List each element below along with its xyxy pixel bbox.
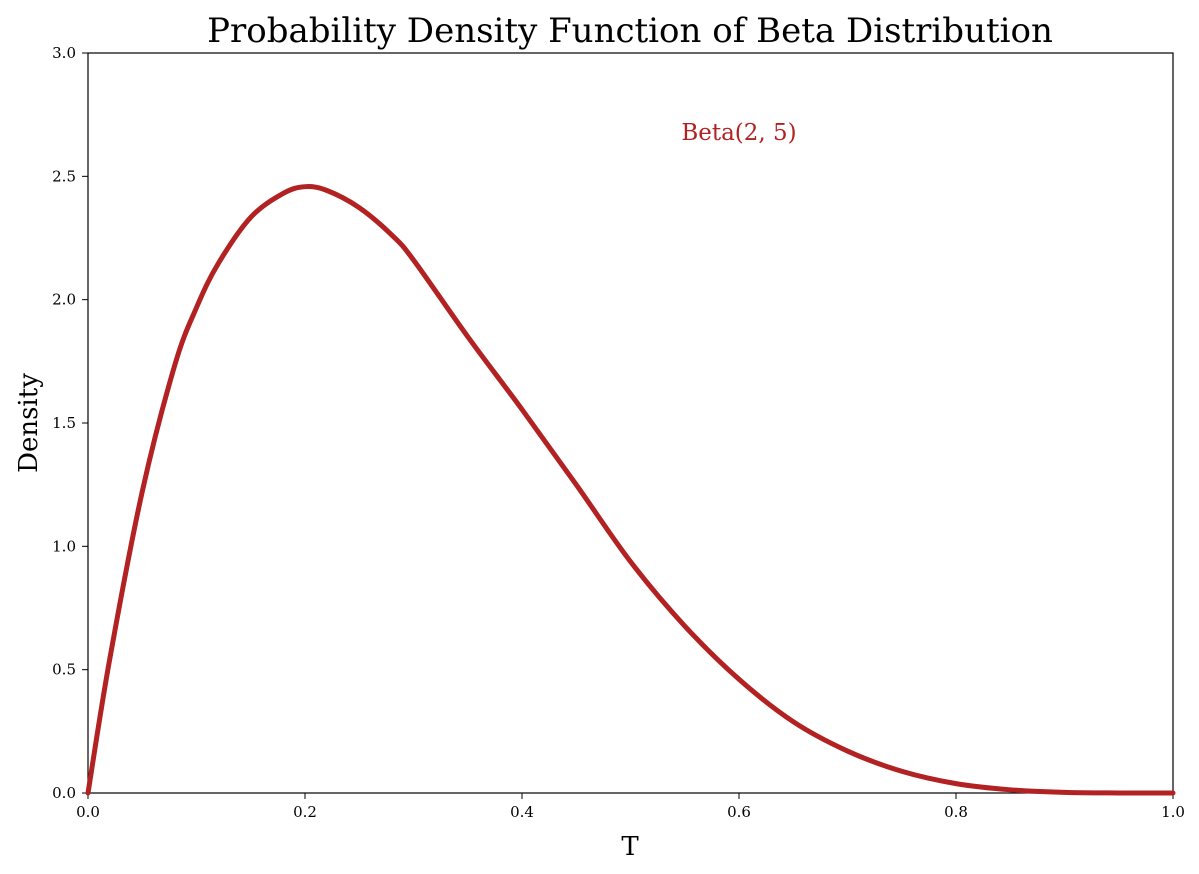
x-tick-label: 1.0 [1161,803,1185,821]
series-annotation: Beta(2, 5) [681,120,796,146]
beta-2-5-density-line [85,184,1176,796]
y-tick-label: 2.5 [52,167,76,185]
chart-title: Probability Density Function of Beta Dis… [207,11,1053,51]
y-axis-label: Density [14,373,44,473]
x-axis-ticks: 0.0 0.2 0.4 0.6 0.8 1.0 [76,793,1185,821]
plot-frame [87,52,1174,794]
x-tick-label: 0.8 [944,803,968,821]
x-tick-label: 0.2 [293,803,317,821]
x-tick-label: 0.0 [76,803,100,821]
y-axis-ticks: 0.0 0.5 1.0 1.5 2.0 2.5 3.0 [52,44,88,802]
x-tick-label: 0.4 [510,803,534,821]
y-tick-label: 1.5 [52,414,76,432]
y-tick-label: 0.0 [52,784,76,802]
x-axis-label: T [621,832,639,862]
x-tick-label: 0.6 [727,803,751,821]
y-tick-label: 1.0 [52,537,76,555]
y-tick-label: 3.0 [52,44,76,62]
y-tick-label: 0.5 [52,661,76,679]
y-tick-label: 2.0 [52,291,76,309]
